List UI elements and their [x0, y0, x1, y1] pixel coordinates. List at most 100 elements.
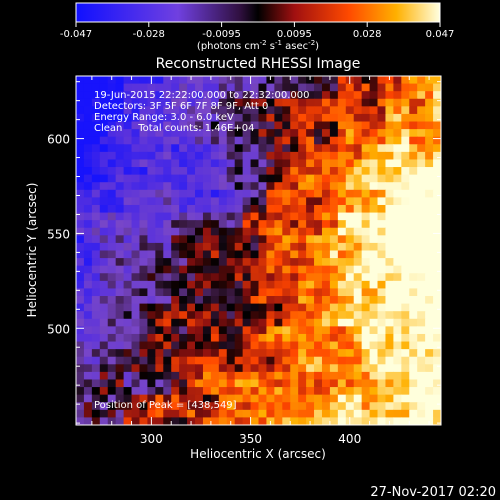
heatmap-cell: [163, 136, 172, 145]
colorbar-units: (photons cm-2 s-1 asec-2): [197, 39, 319, 52]
heatmap-cell: [139, 197, 149, 206]
heatmap-cell: [131, 349, 141, 358]
heatmap-cell: [433, 189, 441, 198]
heatmap-cell: [417, 174, 426, 183]
heatmap-cell: [99, 242, 109, 252]
heatmap-cell: [234, 265, 244, 274]
heatmap-cell: [298, 379, 307, 388]
heatmap-cell: [155, 394, 164, 403]
heatmap-cell: [353, 303, 363, 312]
heatmap-cell: [377, 273, 387, 282]
heatmap-cell: [401, 182, 410, 191]
heatmap-cell: [147, 174, 156, 183]
heatmap-cell: [385, 227, 394, 236]
heatmap-cell: [274, 341, 283, 350]
heatmap-cell: [369, 76, 379, 85]
heatmap-cell: [337, 129, 347, 138]
heatmap-cell: [99, 379, 109, 388]
heatmap-cell: [202, 326, 212, 335]
heatmap-cell: [401, 356, 410, 365]
heatmap-cell: [282, 144, 291, 153]
heatmap-cell: [76, 326, 85, 335]
heatmap-cell: [369, 212, 379, 221]
heatmap-cell: [210, 151, 220, 161]
heatmap-cell: [242, 417, 252, 425]
heatmap-cell: [274, 303, 283, 312]
heatmap-cell: [385, 106, 394, 115]
heatmap-cell: [337, 159, 347, 168]
heatmap-cell: [195, 106, 204, 115]
heatmap-cell: [401, 220, 410, 229]
heatmap-cell: [345, 280, 355, 290]
heatmap-cell: [314, 144, 323, 153]
colorbar-tick-label: -0.047: [60, 29, 92, 40]
heatmap-cell: [401, 174, 410, 183]
heatmap-cell: [155, 265, 164, 274]
heatmap-cell: [306, 318, 315, 327]
colorbar: -0.047 -0.028 -0.0095 0.0095 0.028 0.047 (pho…: [60, 2, 454, 52]
heatmap-cell: [210, 341, 220, 350]
heatmap-cell: [401, 227, 410, 236]
heatmap-cell: [369, 318, 379, 327]
heatmap-cell: [314, 349, 323, 358]
heatmap-cell: [195, 341, 204, 350]
heatmap-cell: [171, 250, 180, 259]
heatmap-cell: [202, 250, 212, 259]
heatmap-cell: [139, 379, 149, 388]
heatmap-cell: [187, 121, 196, 130]
heatmap-cell: [242, 303, 252, 312]
heatmap-cell: [282, 129, 291, 138]
heatmap-cell: [401, 349, 410, 358]
heatmap-cell: [234, 250, 244, 259]
heatmap-cell: [409, 106, 418, 115]
heatmap-cell: [218, 303, 228, 312]
heatmap-cell: [417, 265, 426, 274]
heatmap-cell: [76, 113, 85, 123]
heatmap-cell: [425, 371, 434, 381]
heatmap-cell: [321, 288, 331, 297]
heatmap-cell: [226, 250, 236, 259]
heatmap-cell: [99, 227, 109, 236]
heatmap-cell: [91, 204, 101, 214]
heatmap-cell: [401, 197, 410, 206]
heatmap-cell: [433, 182, 441, 191]
heatmap-cell: [147, 227, 156, 236]
heatmap-cell: [417, 303, 426, 312]
heatmap-cell: [266, 204, 275, 214]
heatmap-cell: [202, 341, 212, 350]
heatmap-cell: [210, 303, 220, 312]
heatmap-cell: [179, 98, 188, 107]
heatmap-cell: [179, 288, 188, 297]
heatmap-cell: [337, 83, 347, 92]
heatmap-cell: [337, 296, 347, 305]
heatmap-cell: [171, 371, 180, 381]
heatmap-cell: [298, 144, 307, 153]
heatmap-cell: [393, 204, 402, 214]
heatmap-cell: [274, 258, 283, 267]
heatmap-cell: [266, 296, 275, 305]
heatmap-cell: [353, 273, 363, 282]
heatmap-cell: [314, 409, 323, 419]
heatmap-cell: [218, 258, 228, 267]
heatmap-cell: [139, 394, 149, 403]
heatmap-cell: [298, 220, 307, 229]
heatmap-cell: [361, 364, 371, 373]
heatmap-cell: [91, 212, 101, 221]
heatmap-cell: [433, 83, 441, 92]
heatmap-cell: [107, 83, 117, 92]
heatmap-cell: [321, 204, 331, 214]
heatmap-cell: [385, 288, 394, 297]
heatmap-cell: [345, 265, 355, 274]
heatmap-cell: [250, 144, 260, 153]
heatmap-cell: [163, 273, 172, 282]
heatmap-cell: [187, 106, 196, 115]
heatmap-cell: [115, 417, 125, 425]
heatmap-cell: [123, 303, 133, 312]
heatmap-cell: [115, 106, 125, 115]
heatmap-cell: [99, 303, 109, 312]
heatmap-cell: [195, 144, 204, 153]
heatmap-cell: [361, 326, 371, 335]
heatmap-cell: [147, 379, 156, 388]
heatmap-cell: [314, 402, 323, 411]
heatmap-cell: [298, 280, 307, 290]
